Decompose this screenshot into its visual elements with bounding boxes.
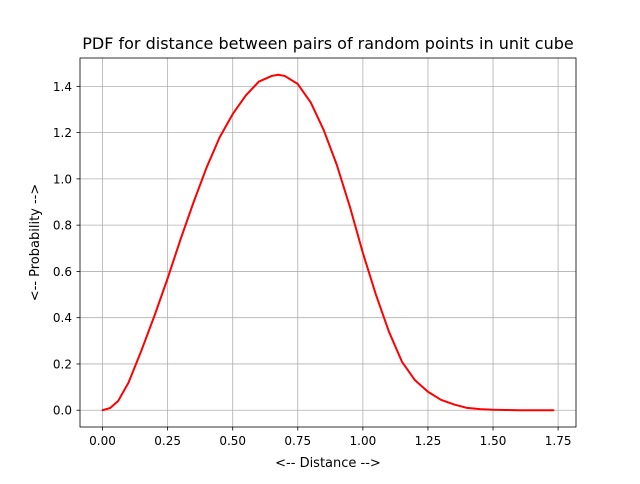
x-axis-ticks: 0.00 0.25 0.50 0.75 1.00 1.25 1.50 1.75 (89, 427, 571, 448)
y-tick-label: 1.0 (53, 172, 72, 186)
y-tick-label: 1.2 (53, 126, 72, 140)
y-tick-label: 1.4 (53, 80, 72, 94)
plot-frame (79, 57, 577, 428)
x-tick-label: 0.50 (219, 434, 246, 448)
grid-lines (80, 58, 576, 427)
plot-data (101, 73, 555, 412)
pdf-series-line (101, 73, 555, 412)
x-tick-label: 1.75 (545, 434, 572, 448)
y-tick-label: 0.8 (53, 219, 72, 233)
x-tick-label: 1.25 (415, 434, 442, 448)
x-tick-label: 0.75 (284, 434, 311, 448)
y-tick-label: 0.0 (53, 404, 72, 418)
y-tick-label: 0.6 (53, 265, 72, 279)
y-axis-ticks: 0.0 0.2 0.4 0.6 0.8 1.0 1.2 1.4 (53, 80, 80, 418)
x-axis-label: <-- Distance --> (275, 456, 381, 471)
y-axis-label: <-- Probability --> (28, 184, 43, 302)
x-tick-label: 0.00 (89, 434, 116, 448)
x-tick-label: 1.00 (350, 434, 377, 448)
y-tick-label: 0.4 (53, 311, 72, 325)
x-tick-label: 0.25 (154, 434, 181, 448)
x-tick-label: 1.50 (480, 434, 507, 448)
chart-title: PDF for distance between pairs of random… (82, 34, 573, 53)
y-tick-label: 0.2 (53, 357, 72, 371)
